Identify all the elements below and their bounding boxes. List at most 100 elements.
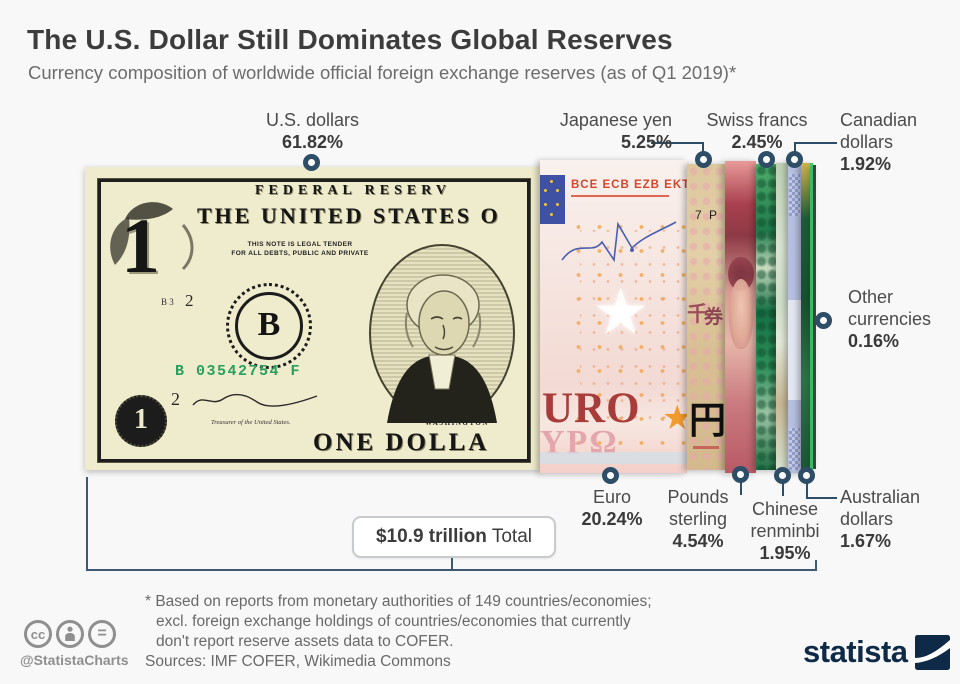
label-eur-pct: 20.24% [581,509,643,529]
euro-uro-text: URO [542,385,641,432]
yen-kanji-1: 千 [687,303,708,326]
marker-chf [758,151,775,168]
label-usd-pct: 61.82% [281,132,344,152]
dollar-rosette-numeral-1: 1 [115,395,167,447]
statista-logo: statista [803,634,950,670]
euro-watermark-star: ★ [592,276,650,348]
label-chf-name: Swiss francs [706,110,808,130]
label-aud: Australian dollars 1.67% [840,486,936,552]
bracket-right-tick [815,560,817,571]
eu-flag-star [556,189,559,192]
dollar-leaf-ornament [110,202,194,271]
connector-aud-v [806,482,808,499]
banknote-japanese-yen: 7 P 千 券 円 [687,164,725,470]
connector-gbp-v [740,481,742,495]
bracket-left-arm [86,477,88,571]
eu-flag-star [556,203,559,206]
eu-flag [540,175,565,224]
banknote-euro: BCE ECB EZB EKT ★ ★ URO ΥΡΩ [540,160,687,473]
dollar-legal-tender-text: THIS NOTE IS LEGAL TENDER FOR ALL DEBTS,… [225,241,375,258]
eu-flag-star [544,189,547,192]
statista-handle: @StatistaCharts [20,652,129,668]
marker-usd [303,154,320,171]
cad-checker-bottom [789,428,800,470]
statista-logo-text: statista [803,634,908,669]
euro-orange-star: ★ [662,399,687,437]
aud-bright-edge [810,163,813,471]
dollar-big-numeral-1: 1 [121,202,160,289]
sources-line: Sources: IMF COFER, Wikimedia Commons [145,653,451,670]
statista-logo-icon [914,634,950,670]
cc-attribution-icon [56,620,84,648]
dollar-number-2-lower: 2 [171,389,180,409]
banknote-other-sliver [813,165,816,469]
total-box: $10.9 trillion Total [352,516,556,558]
bracket-box-connector [451,554,453,571]
label-jpy: Japanese yen 5.25% [540,109,672,153]
total-value: $10.9 trillion [375,526,487,547]
banknote-pound-sterling [725,161,756,473]
label-chf: Swiss francs 2.45% [695,109,819,153]
label-cad-name: Canadian dollars [840,110,918,152]
connector-aud-h [806,497,837,499]
label-aud-name: Australian dollars [840,487,921,529]
label-aud-pct: 1.67% [840,531,892,551]
euro-bce-text: BCE ECB EZB EKT [571,179,687,191]
queen-portrait-face [729,279,753,349]
label-other: Other currencies 0.16% [848,286,948,352]
banknote-swiss-franc [756,164,776,470]
dollar-serial-number: B 03542754 F [175,363,302,380]
cc-equal-icon: = [88,620,116,648]
dollar-legal-line1: THIS NOTE IS LEGAL TENDER [247,241,353,248]
label-gbp-name: Pounds sterling [667,487,729,529]
banknote-canadian-dollar [788,160,801,473]
dollar-one-dollar-text: ONE DOLLA [313,429,490,456]
footnote-line1: * Based on reports from monetary authori… [145,593,652,610]
label-eur: Euro 20.24% [560,486,664,530]
cad-pale-band [788,300,801,400]
label-other-name: Other currencies [848,287,932,329]
marker-cny [774,467,791,484]
marker-other [815,312,832,329]
label-usd: U.S. dollars 61.82% [240,109,385,153]
marker-gbp [732,466,749,483]
euro-bottom-band [540,452,687,464]
marker-cad [786,151,803,168]
dollar-seal-letter: B [235,292,303,360]
label-eur-name: Euro [592,487,632,507]
label-cad-pct: 1.92% [840,154,892,174]
page-subtitle: Currency composition of worldwide offici… [28,62,737,83]
dollar-federal-reserve-text: FEDERAL RESERV [255,183,451,198]
marker-jpy [695,151,712,168]
label-cad: Canadian dollars 1.92% [840,109,930,175]
euro-dots-pattern-small [580,230,680,430]
footnote: * Based on reports from monetary authori… [145,592,725,652]
yen-red-mark [693,446,719,449]
washington-portrait [369,244,515,423]
eu-flag-star [550,180,553,183]
yen-kanji-2: 券 [704,307,724,328]
connector-cad-v [794,142,796,153]
connector-cad-h [794,142,837,144]
footnote-line3: don't report reserve assets data to COFE… [156,633,454,650]
euro-signature-squiggle [561,221,677,263]
marker-eur [602,467,619,484]
dollar-plate-letter: B 3 [161,297,174,307]
yen-7p-text: 7 P [695,208,720,222]
connector-cny-v [782,482,784,496]
banknote-chinese-renminbi [776,163,788,471]
label-gbp-pct: 4.54% [672,531,724,551]
dollar-washington-caption: WASHINGTON [425,419,489,427]
label-cny: Chinese renminbi 1.95% [742,498,828,564]
bracket-bar [86,569,817,571]
yen-black-glyph: 円 [689,400,725,441]
label-jpy-pct: 5.25% [620,132,672,152]
cc-license-badges: cc = [24,620,116,648]
dollar-border-frame [97,178,531,463]
label-usd-name: U.S. dollars [265,110,360,130]
euro-red-rule [571,195,669,197]
dollar-reserve-seal: B [226,283,312,369]
banknote-australian-dollar [801,163,813,471]
yen-floral-pattern [687,164,725,470]
